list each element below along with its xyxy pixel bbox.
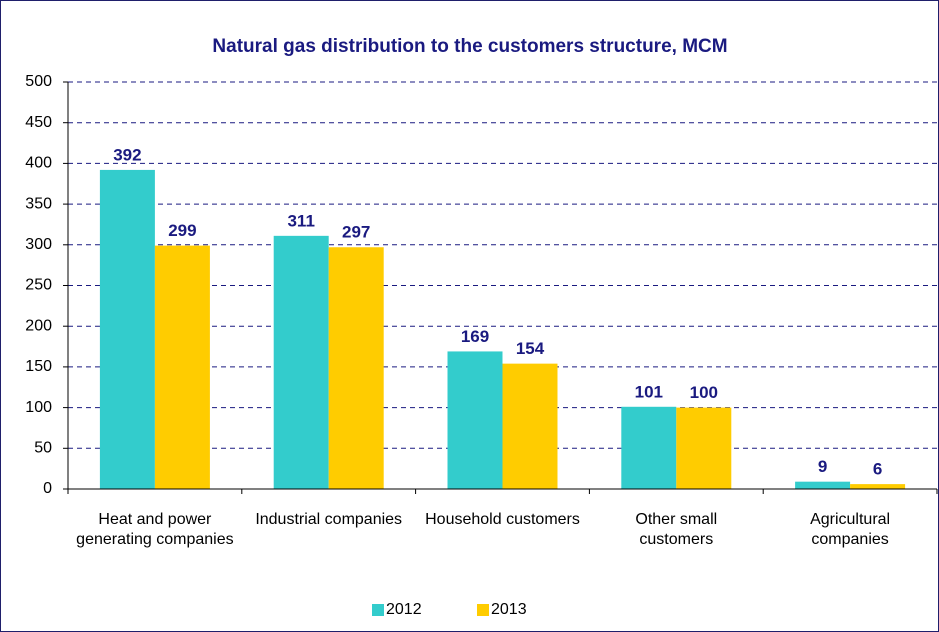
x-tick-label: Other small customers (635, 511, 718, 548)
bar (850, 484, 906, 489)
data-label: 392 (113, 145, 141, 164)
bar (99, 169, 155, 490)
data-label: 101 (635, 382, 663, 401)
bar (328, 247, 384, 489)
x-tick-label: Household customers (425, 511, 580, 528)
data-label: 297 (342, 223, 370, 242)
data-label: 169 (461, 327, 489, 346)
y-tick-label: 150 (25, 358, 52, 375)
legend-label: 2012 (386, 601, 422, 618)
bar (795, 481, 851, 489)
legend-swatch (372, 604, 384, 616)
bar (676, 407, 732, 489)
y-tick-label: 450 (25, 114, 52, 131)
bar (502, 363, 558, 489)
bar (621, 406, 677, 489)
data-label: 9 (818, 457, 827, 476)
y-tick-label: 50 (34, 440, 52, 457)
chart-title: Natural gas distribution to the customer… (212, 36, 727, 57)
data-label: 6 (873, 460, 882, 479)
bar (447, 351, 503, 489)
y-tick-label: 500 (25, 73, 52, 90)
legend-swatch (477, 604, 489, 616)
y-tick-label: 300 (25, 236, 52, 253)
y-tick-label: 350 (25, 195, 52, 212)
y-tick-label: 100 (25, 399, 52, 416)
data-label: 154 (516, 339, 545, 358)
data-label: 311 (287, 211, 314, 230)
legend-label: 2013 (491, 601, 527, 618)
bar (154, 245, 210, 489)
x-tick-label: Industrial companies (255, 511, 403, 528)
y-tick-label: 200 (25, 317, 52, 334)
bar (273, 235, 329, 489)
y-tick-label: 400 (25, 155, 52, 172)
y-tick-label: 250 (25, 277, 52, 294)
x-tick-label: Agricultural companies (810, 511, 891, 548)
x-tick-label: Heat and power generating companies (76, 511, 234, 548)
data-label: 100 (690, 383, 718, 402)
data-label: 299 (168, 221, 196, 240)
y-tick-label: 0 (43, 480, 52, 497)
